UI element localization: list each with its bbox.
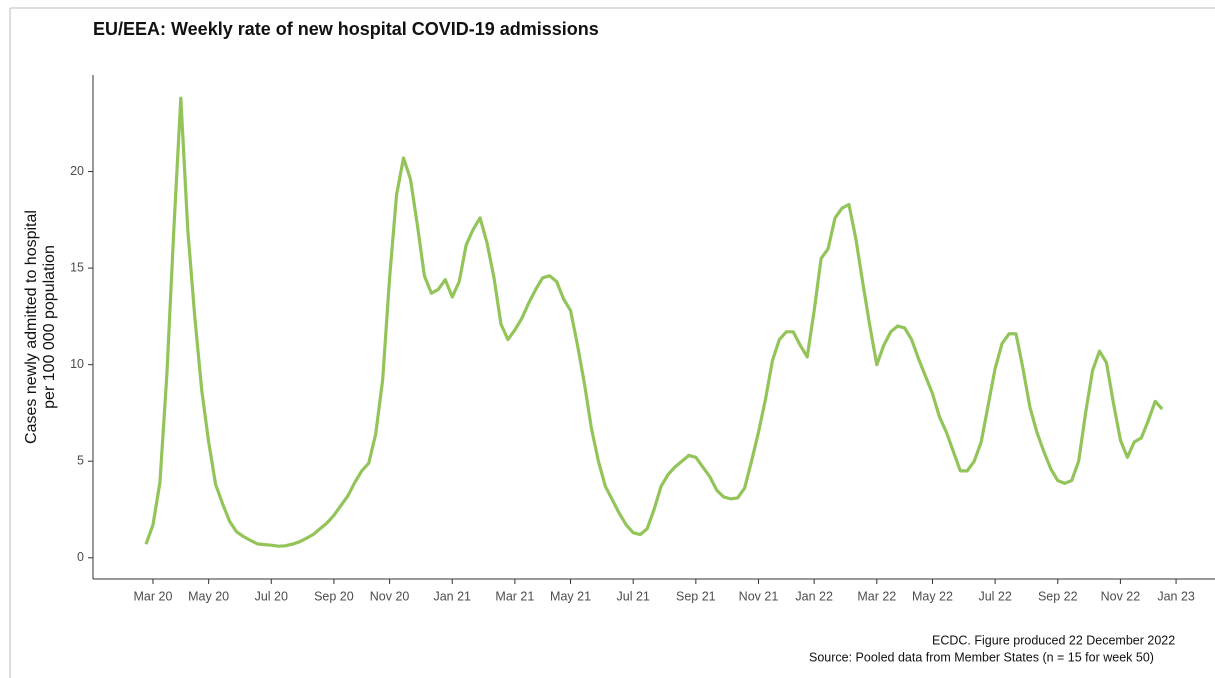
y-tick-label: 15 — [70, 260, 84, 274]
y-tick-label: 5 — [77, 454, 84, 468]
x-tick-label: Sep 20 — [314, 589, 354, 603]
y-axis-title-line: Cases newly admitted to hospital — [23, 210, 40, 444]
x-tick-label: Jan 22 — [795, 589, 833, 603]
footnote: Source: Pooled data from Member States (… — [809, 650, 1154, 664]
x-tick-label: Jan 21 — [433, 589, 471, 603]
x-tick-label: Jan 23 — [1157, 589, 1195, 603]
x-tick-label: Nov 21 — [739, 589, 779, 603]
x-tick-label: Jul 20 — [255, 589, 288, 603]
footnote: ECDC. Figure produced 22 December 2022 — [932, 633, 1175, 647]
x-tick-label: May 22 — [912, 589, 953, 603]
x-tick-label: Sep 22 — [1038, 589, 1078, 603]
x-tick-label: Mar 22 — [857, 589, 896, 603]
y-tick-label: 0 — [77, 550, 84, 564]
y-tick-label: 10 — [70, 357, 84, 371]
x-tick-label: Jul 21 — [617, 589, 650, 603]
x-tick-label: Mar 20 — [134, 589, 173, 603]
y-axis-title: Cases newly admitted to hospital per 100… — [23, 210, 58, 444]
x-tick-label: Sep 21 — [676, 589, 716, 603]
y-axis-title-line: per 100 000 population — [41, 245, 58, 409]
x-tick-label: Nov 20 — [370, 589, 410, 603]
x-tick-label: May 20 — [188, 589, 229, 603]
chart-title: EU/EEA: Weekly rate of new hospital COVI… — [93, 19, 599, 39]
data-line — [144, 96, 1164, 548]
x-tick-label: Nov 22 — [1101, 589, 1141, 603]
x-tick-label: Mar 21 — [495, 589, 534, 603]
x-tick-label: May 21 — [550, 589, 591, 603]
x-tick-label: Jul 22 — [978, 589, 1011, 603]
y-tick-label: 20 — [70, 164, 84, 178]
